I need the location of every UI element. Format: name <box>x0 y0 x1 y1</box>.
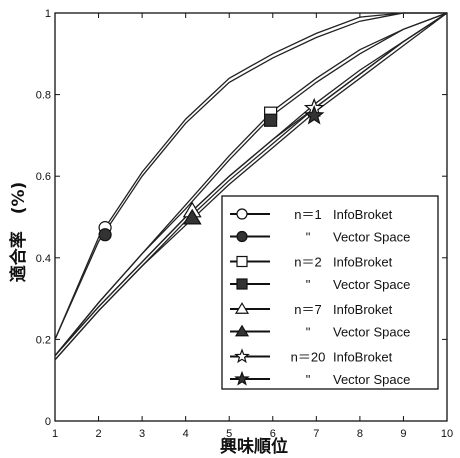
x-tick-label: 3 <box>139 428 145 440</box>
series-line-4 <box>54 12 448 357</box>
legend-marker-6 <box>234 324 250 337</box>
series-lines <box>54 12 448 361</box>
legend-series-name-3: InfoBroket <box>333 255 393 270</box>
x-tick-label: 8 <box>357 428 363 440</box>
legend-series-name-6: Vector Space <box>333 325 410 340</box>
legend-n-label-1: n＝1 <box>294 207 321 222</box>
legend-n-label-7: n＝20 <box>291 350 326 365</box>
legend-marker-1 <box>236 208 248 220</box>
legend-box <box>221 195 439 390</box>
x-tick-label: 6 <box>270 428 276 440</box>
legend-marker-5 <box>234 302 250 314</box>
x-tick-label: 9 <box>400 428 406 440</box>
series-line-1 <box>54 12 447 340</box>
legend-series-name-2: Vector Space <box>333 230 410 245</box>
legend-n-label-2: " <box>306 230 311 245</box>
y-tick-label: 0.6 <box>36 171 51 183</box>
y-tick-label: 0.2 <box>36 334 51 346</box>
legend-marker-3 <box>236 255 248 268</box>
series-line-8 <box>54 12 448 361</box>
y-axis-title: 適合率 (%) <box>8 182 29 283</box>
x-axis-title: 興味順位 <box>220 436 288 457</box>
x-tick-label: 10 <box>441 428 453 440</box>
legend-series-name-1: InfoBroket <box>333 207 393 222</box>
legend-n-label-6: " <box>306 325 311 340</box>
x-tick-label: 2 <box>95 428 101 440</box>
series-line-2 <box>54 12 447 340</box>
legend-n-label-8: " <box>306 372 311 387</box>
series-line-7 <box>54 12 448 357</box>
x-tick-label: 7 <box>313 428 319 440</box>
x-tick-label: 4 <box>183 428 189 440</box>
legend-marker-8 <box>234 370 250 386</box>
legend-series-name-8: Vector Space <box>333 372 410 387</box>
series-marker-2 <box>98 228 112 242</box>
x-tick-label: 1 <box>52 428 58 440</box>
plot-border <box>54 12 448 422</box>
y-tick-label: 0 <box>45 416 51 428</box>
series-marker-6 <box>182 208 202 225</box>
y-tick-label: 1 <box>45 8 51 20</box>
legend-series-name-7: InfoBroket <box>333 350 393 365</box>
legend-series-name-4: Vector Space <box>333 277 410 292</box>
legend-marker-4 <box>236 278 248 290</box>
x-axis-ticks: 1 2 3 4 5 6 7 8 9 10 <box>52 13 453 440</box>
y-axis-ticks: 0 0.2 0.4 0.6 0.8 1 <box>36 8 447 428</box>
series-marker-8 <box>303 105 325 125</box>
legend-n-label-3: n＝2 <box>294 255 321 270</box>
legend-n-label-4: " <box>306 277 311 292</box>
y-tick-label: 0.8 <box>36 90 51 102</box>
series-markers <box>98 97 325 242</box>
legend: n＝1 InfoBroket " Vector Space n＝2 InfoBroket "… <box>221 195 439 390</box>
plot-frame <box>54 12 448 422</box>
legend-series-name-5: InfoBroket <box>333 302 393 317</box>
y-tick-label: 0.4 <box>36 253 51 265</box>
legend-marker-7 <box>234 348 250 364</box>
x-tick-label: 5 <box>226 428 232 440</box>
legend-marker-2 <box>236 230 248 243</box>
legend-n-label-5: n＝7 <box>294 302 321 317</box>
series-marker-4 <box>264 113 278 127</box>
